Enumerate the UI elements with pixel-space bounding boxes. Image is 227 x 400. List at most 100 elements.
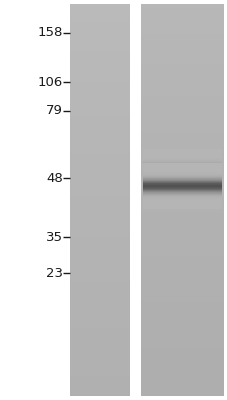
Bar (140, 68, 223, 69)
Bar (140, 63, 223, 64)
Bar (69, 225, 129, 226)
Bar (140, 172, 223, 174)
Bar (69, 153, 129, 154)
Bar (140, 56, 223, 58)
Bar (69, 67, 129, 68)
Bar (140, 240, 223, 242)
Bar (69, 200, 129, 201)
Bar (140, 44, 223, 46)
Bar (69, 164, 129, 165)
Bar (69, 229, 129, 230)
Bar (69, 46, 129, 47)
Bar (143, 194, 221, 195)
Bar (140, 280, 223, 281)
Bar (140, 196, 223, 197)
Bar (69, 220, 129, 221)
Bar (69, 135, 129, 136)
Bar (69, 356, 129, 357)
Bar (69, 123, 129, 124)
Bar (140, 324, 223, 326)
Bar (69, 338, 129, 340)
Bar (69, 32, 129, 33)
Bar (140, 310, 223, 311)
Bar (69, 186, 129, 187)
Bar (69, 340, 129, 341)
Bar (69, 248, 129, 250)
Bar (143, 179, 221, 180)
Bar (143, 153, 221, 154)
Bar (143, 200, 221, 202)
Bar (69, 213, 129, 214)
Bar (69, 195, 129, 196)
Bar (143, 157, 221, 158)
Bar (69, 141, 129, 142)
Bar (143, 179, 221, 180)
Bar (69, 290, 129, 292)
Bar (69, 350, 129, 352)
Bar (143, 152, 221, 153)
Bar (140, 141, 223, 142)
Bar (140, 244, 223, 246)
Bar (69, 302, 129, 303)
Bar (143, 180, 221, 181)
Bar (140, 286, 223, 288)
Bar (140, 276, 223, 277)
Bar (143, 151, 221, 152)
Bar (140, 372, 223, 374)
Bar (69, 238, 129, 239)
Bar (140, 138, 223, 140)
Bar (140, 102, 223, 103)
Bar (140, 278, 223, 280)
Bar (140, 120, 223, 122)
Bar (69, 212, 129, 213)
Bar (143, 184, 221, 185)
Bar (69, 22, 129, 24)
Bar (69, 48, 129, 50)
Bar (143, 170, 221, 171)
Bar (140, 43, 223, 44)
Bar (140, 112, 223, 114)
Bar (69, 154, 129, 156)
Bar (69, 116, 129, 118)
Bar (69, 221, 129, 222)
Bar (140, 82, 223, 84)
Bar (140, 123, 223, 124)
Bar (140, 25, 223, 26)
Bar (69, 156, 129, 157)
Bar (143, 198, 221, 199)
Bar (140, 118, 223, 119)
Bar (140, 167, 223, 169)
Bar (140, 188, 223, 190)
Bar (143, 191, 221, 192)
Bar (69, 270, 129, 272)
Bar (143, 193, 221, 194)
Bar (69, 376, 129, 378)
Bar (69, 301, 129, 302)
Bar (69, 51, 129, 52)
Bar (69, 304, 129, 306)
Bar (143, 164, 221, 165)
Bar (69, 233, 129, 234)
Bar (140, 290, 223, 292)
Bar (69, 380, 129, 382)
Bar (143, 184, 221, 185)
Bar (69, 269, 129, 270)
Bar (69, 63, 129, 64)
Bar (69, 190, 129, 191)
Bar (69, 82, 129, 84)
Bar (140, 362, 223, 363)
Bar (69, 172, 129, 174)
Bar (69, 90, 129, 92)
Bar (69, 13, 129, 14)
Bar (69, 20, 129, 21)
Bar (69, 363, 129, 365)
Bar (69, 178, 129, 179)
Bar (140, 92, 223, 93)
Bar (143, 184, 221, 185)
Bar (69, 107, 129, 108)
Bar (140, 338, 223, 340)
Bar (69, 112, 129, 114)
Bar (69, 272, 129, 273)
Bar (143, 179, 221, 180)
Bar (69, 295, 129, 297)
